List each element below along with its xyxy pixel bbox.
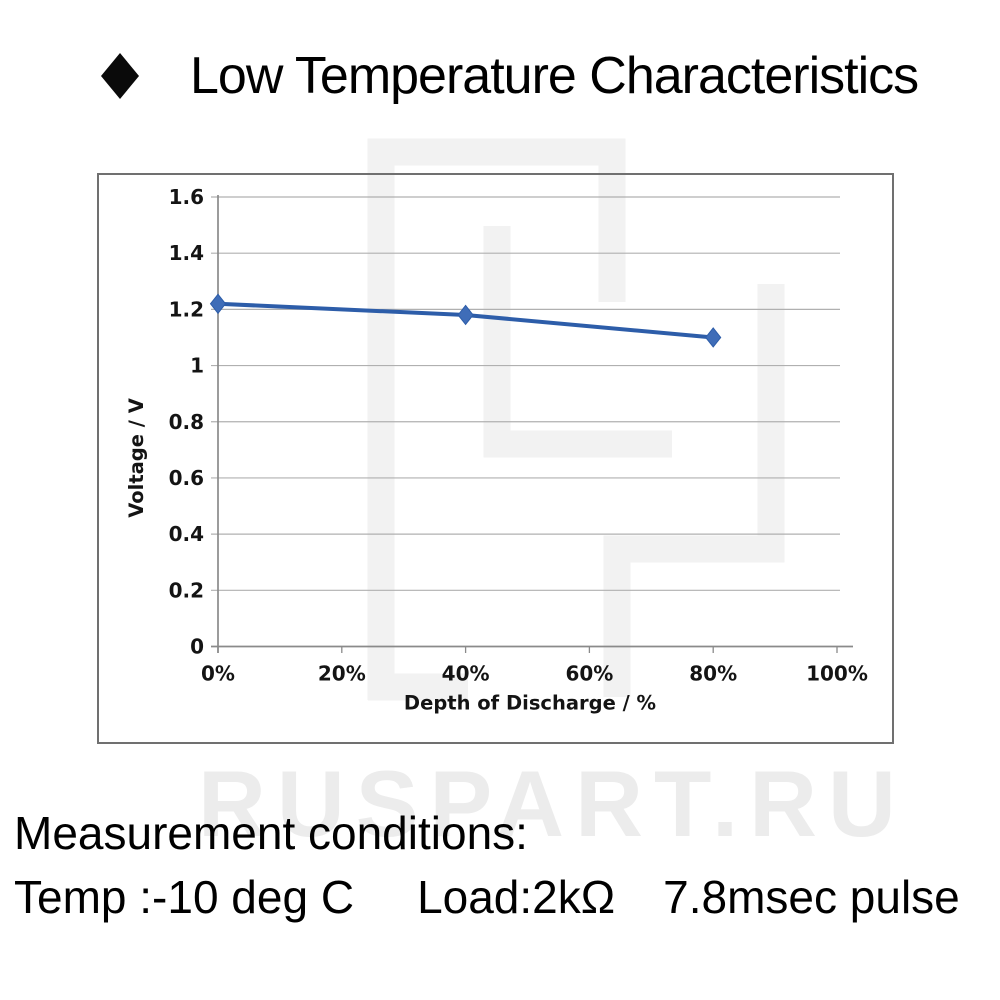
x-axis-title: Depth of Discharge / % (404, 692, 656, 715)
conditions-line: Temp :-10 deg C Load:2kΩ 7.8msec pulse (14, 870, 960, 924)
x-tick-label: 40% (442, 662, 490, 686)
data-point-marker (705, 327, 722, 348)
data-point-marker (457, 304, 474, 326)
logo-stroke (367, 138, 626, 700)
line-chart: 0 0.2 0.4 0.6 0.8 1 1.2 1.4 1.6 0% 20% 40% 60% 80% 100… (125, 185, 868, 715)
condition-load: Load:2kΩ (417, 871, 616, 923)
logo-stroke (483, 226, 672, 458)
chart-frame: 0 0.2 0.4 0.6 0.8 1 1.2 1.4 1.6 0% 20% 40% 60% 80% 100… (97, 173, 894, 744)
condition-pulse: 7.8msec pulse (663, 871, 960, 923)
logo-stroke (603, 284, 785, 697)
x-tick-label: 20% (318, 662, 366, 686)
y-tick-label: 1.4 (169, 241, 204, 265)
x-tick-label: 80% (689, 662, 737, 686)
y-axis-title: Voltage / V (125, 398, 148, 518)
x-tick-label: 0% (201, 662, 235, 686)
condition-temp: Temp :-10 deg C (14, 871, 355, 923)
page-title: Low Temperature Characteristics (190, 47, 919, 105)
watermark-text: RUSPART.RU (198, 751, 907, 856)
y-tick-label: 0.4 (169, 522, 204, 546)
conditions-heading: Measurement conditions: (14, 807, 528, 859)
data-point-marker (209, 293, 227, 315)
y-tick-label: 1 (190, 354, 204, 378)
x-tick-label: 60% (565, 662, 613, 686)
page-title-row: Low Temperature Characteristics (101, 46, 919, 106)
y-tick-label: 0 (190, 635, 204, 659)
y-tick-label: 0.6 (169, 466, 204, 490)
diamond-bullet-icon (101, 53, 139, 99)
y-tick-label: 1.2 (169, 297, 204, 321)
y-tick-label: 0.2 (169, 578, 204, 602)
y-tick-label: 0.8 (169, 410, 204, 434)
y-tick-label: 1.6 (169, 185, 204, 209)
measurement-conditions: Measurement conditions: Temp :-10 deg C … (14, 806, 960, 924)
x-tick-label: 100% (806, 662, 868, 686)
